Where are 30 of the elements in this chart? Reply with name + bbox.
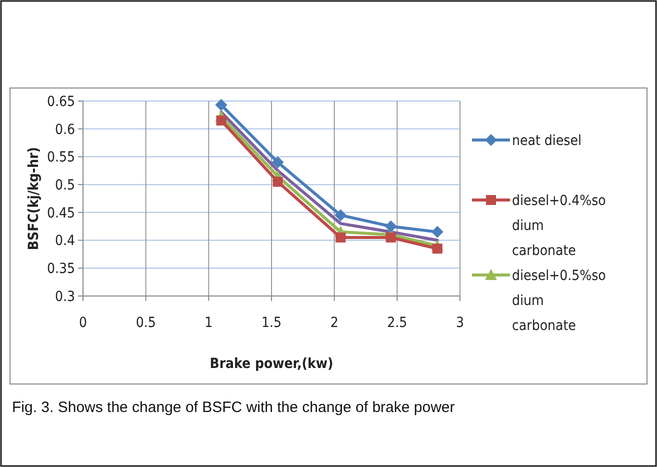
y-tick-label: 0.6	[54, 122, 75, 138]
y-tick-label: 0.45	[46, 205, 75, 222]
y-tick-label: 0.5	[54, 177, 75, 194]
point	[216, 116, 226, 126]
y-tick-label: 0.35	[46, 261, 75, 278]
y-tick-label: 0.4	[54, 233, 75, 250]
x-tick-label: 0.5	[136, 315, 156, 331]
x-tick-label: 3	[456, 315, 464, 331]
point	[272, 176, 283, 187]
legend-label: diesel+0.5%sodium carbonate	[512, 268, 606, 334]
point	[336, 232, 346, 242]
y-tick-label: 0.3	[54, 288, 75, 305]
point	[215, 98, 228, 111]
caption: Fig. 3. Shows the change of BSFC with the change of brake power	[12, 399, 455, 416]
x-tick-label: 1.5	[261, 315, 282, 331]
x-tick-label: 0	[78, 315, 88, 331]
point	[384, 220, 397, 232]
point	[432, 244, 442, 254]
x-tick-label: 2.5	[387, 315, 408, 331]
x-axis-title: Brake power,(kw)	[210, 356, 334, 372]
legend-label: neat diesel	[512, 132, 582, 149]
y-axis-title: BSFC(kj/kg-hr)	[26, 146, 42, 250]
point	[334, 209, 347, 222]
x-tick-label: 2	[330, 315, 338, 331]
point	[431, 226, 444, 238]
point	[386, 232, 396, 242]
x-tick-label: 1	[204, 315, 213, 331]
y-tick-label: 0.55	[46, 150, 75, 166]
y-tick-label: 0.65	[46, 94, 75, 110]
point	[272, 156, 284, 168]
